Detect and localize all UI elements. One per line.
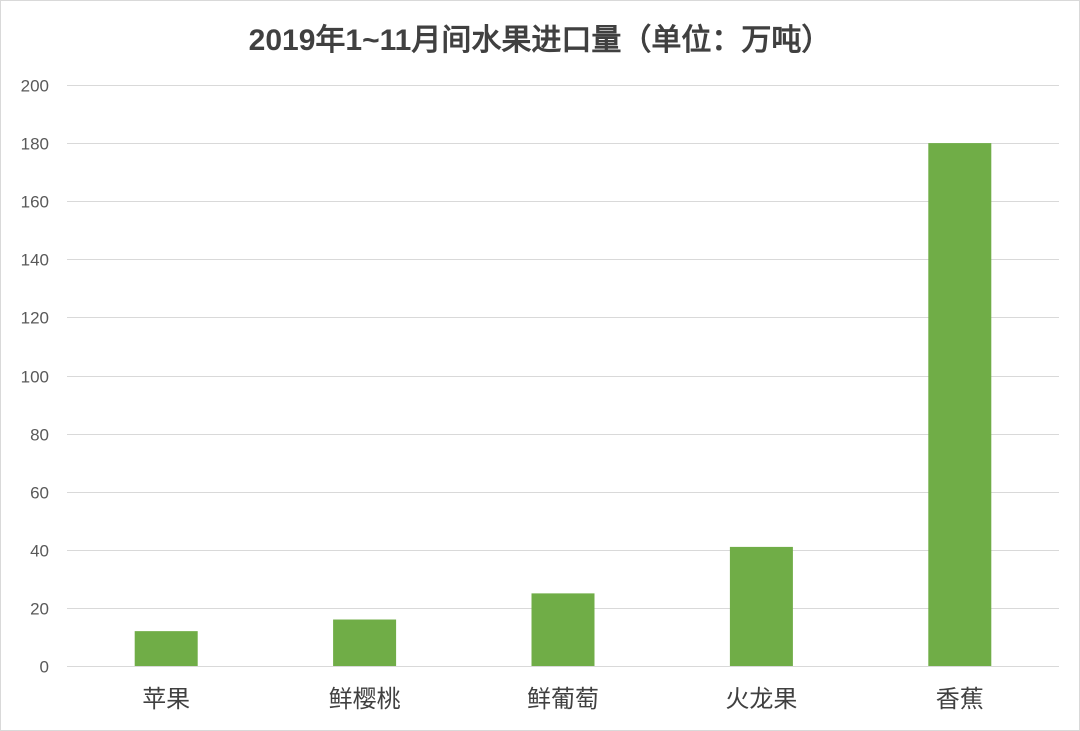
y-tick-label: 100: [21, 368, 49, 387]
x-category-label: 苹果: [142, 685, 190, 713]
bar-2: [333, 619, 397, 666]
y-tick-label: 0: [40, 658, 49, 677]
y-tick-label: 200: [21, 77, 49, 96]
x-category-label: 鲜葡萄: [527, 685, 599, 713]
y-tick-label: 20: [30, 600, 49, 619]
y-tick-label: 160: [21, 193, 49, 212]
x-category-label: 鲜樱桃: [329, 685, 401, 713]
bar-1: [134, 631, 198, 666]
y-tick-label: 80: [30, 426, 49, 445]
chart-title: 2019年1~11月间水果进口量（单位：万吨）: [248, 24, 832, 57]
y-tick-label: 140: [21, 251, 49, 270]
bar-5: [928, 143, 992, 667]
y-tick-label: 60: [30, 484, 49, 503]
bar-4: [729, 546, 793, 666]
bar-3: [531, 593, 595, 666]
x-category-label: 香蕉: [936, 685, 984, 713]
y-tick-label: 180: [21, 135, 49, 154]
y-tick-label: 40: [30, 542, 49, 561]
x-category-label: 火龙果: [725, 685, 797, 713]
y-tick-label: 120: [21, 309, 49, 328]
